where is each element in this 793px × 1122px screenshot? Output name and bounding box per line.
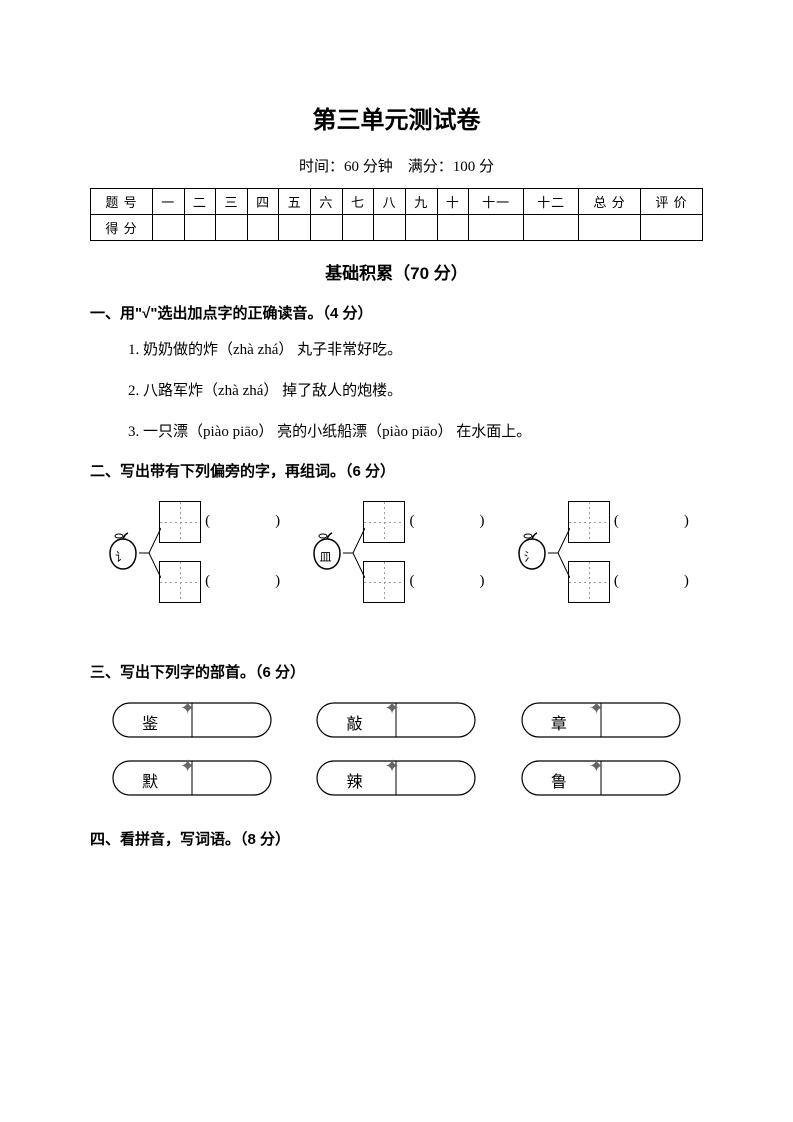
table-cell: 评 价 [641, 189, 703, 215]
radical-label: 皿 [319, 548, 331, 565]
table-cell[interactable] [641, 215, 703, 241]
branch-icon [548, 523, 570, 583]
table-cell: 七 [342, 189, 374, 215]
radical-group: 皿 ( ) ( ) [301, 501, 491, 611]
star-icon: ✦ [589, 698, 604, 719]
table-cell[interactable] [342, 215, 374, 241]
question-1-line-1: 1. 奶奶做的炸（zhà zhá） 丸子非常好吃。 [128, 337, 703, 364]
table-cell: 三 [216, 189, 248, 215]
table-cell[interactable] [184, 215, 216, 241]
table-cell[interactable] [216, 215, 248, 241]
table-cell: 一 [152, 189, 184, 215]
branch-icon [139, 523, 161, 583]
radical-label: 讠 [115, 548, 127, 565]
paren: ( [614, 513, 619, 530]
table-cell: 题 号 [91, 189, 153, 215]
q3-char: 鉴 [142, 710, 158, 734]
q3-row: 默 ✦ 辣 ✦ 鲁 ✦ [90, 758, 703, 798]
character-box[interactable] [159, 561, 201, 603]
capsule-item[interactable]: 默 ✦ [112, 758, 272, 798]
character-box[interactable] [568, 501, 610, 543]
paren: ( [409, 573, 414, 590]
table-cell[interactable] [524, 215, 579, 241]
table-cell: 十 [437, 189, 469, 215]
paren: ) [275, 513, 280, 530]
radical-label: 氵 [524, 548, 536, 565]
subtitle: 时间：60 分钟 满分：100 分 [90, 155, 703, 176]
time-label: 时间：60 分钟 [299, 159, 393, 175]
score-table: 题 号 一 二 三 四 五 六 七 八 九 十 十一 十二 总 分 评 价 得 … [90, 188, 703, 241]
table-cell[interactable] [311, 215, 343, 241]
question-3-container: 鉴 ✦ 敲 ✦ 章 ✦ 默 ✦ [90, 700, 703, 798]
question-2-title: 二、写出带有下列偏旁的字，再组词。（6 分） [90, 460, 703, 481]
capsule-item[interactable]: 章 ✦ [521, 700, 681, 740]
capsule-item[interactable]: 辣 ✦ [316, 758, 476, 798]
q3-char: 章 [551, 710, 567, 734]
table-cell: 总 分 [579, 189, 641, 215]
radical-group: 氵 ( ) ( ) [506, 501, 696, 611]
paren: ( [205, 513, 210, 530]
paren: ( [614, 573, 619, 590]
table-cell[interactable] [152, 215, 184, 241]
paren: ( [205, 573, 210, 590]
star-icon: ✦ [180, 756, 195, 777]
table-cell[interactable] [374, 215, 406, 241]
star-icon: ✦ [384, 756, 399, 777]
character-box[interactable] [363, 561, 405, 603]
table-cell[interactable] [579, 215, 641, 241]
question-1-line-2: 2. 八路军炸（zhà zhá） 掉了敌人的炮楼。 [128, 378, 703, 405]
star-icon: ✦ [180, 698, 195, 719]
page-title: 第三单元测试卷 [90, 100, 703, 135]
table-cell: 五 [279, 189, 311, 215]
character-box[interactable] [363, 501, 405, 543]
question-2-container: 讠 ( ) ( ) 皿 ( ) ( ) 氵 ( ) ( ) [90, 501, 703, 611]
paren: ) [275, 573, 280, 590]
paren: ) [479, 573, 484, 590]
paren: ) [684, 513, 689, 530]
radical-group: 讠 ( ) ( ) [97, 501, 287, 611]
capsule-item[interactable]: 敲 ✦ [316, 700, 476, 740]
question-1-title: 一、用"√"选出加点字的正确读音。（4 分） [90, 302, 703, 323]
table-row: 题 号 一 二 三 四 五 六 七 八 九 十 十一 十二 总 分 评 价 [91, 189, 703, 215]
paren: ) [479, 513, 484, 530]
q3-char: 默 [142, 768, 158, 792]
section-title: 基础积累（70 分） [90, 259, 703, 284]
paren: ( [409, 513, 414, 530]
table-cell: 二 [184, 189, 216, 215]
table-cell: 十一 [469, 189, 524, 215]
branch-icon [343, 523, 365, 583]
table-cell: 得 分 [91, 215, 153, 241]
star-icon: ✦ [384, 698, 399, 719]
table-cell: 十二 [524, 189, 579, 215]
question-4-title: 四、看拼音，写词语。（8 分） [90, 828, 703, 849]
table-cell: 四 [247, 189, 279, 215]
table-cell: 六 [311, 189, 343, 215]
table-cell[interactable] [279, 215, 311, 241]
table-cell: 八 [374, 189, 406, 215]
table-cell[interactable] [247, 215, 279, 241]
paren: ) [684, 573, 689, 590]
table-cell: 九 [405, 189, 437, 215]
capsule-item[interactable]: 鉴 ✦ [112, 700, 272, 740]
character-box[interactable] [568, 561, 610, 603]
table-row: 得 分 [91, 215, 703, 241]
q3-row: 鉴 ✦ 敲 ✦ 章 ✦ [90, 700, 703, 740]
capsule-item[interactable]: 鲁 ✦ [521, 758, 681, 798]
q3-char: 鲁 [551, 768, 567, 792]
character-box[interactable] [159, 501, 201, 543]
question-1-line-3: 3. 一只漂（piào piāo） 亮的小纸船漂（piào piāo） 在水面上… [128, 419, 703, 446]
score-label: 满分：100 分 [408, 159, 494, 175]
table-cell[interactable] [405, 215, 437, 241]
q3-char: 敲 [346, 710, 362, 734]
question-3-title: 三、写出下列字的部首。（6 分） [90, 661, 703, 682]
table-cell[interactable] [437, 215, 469, 241]
q3-char: 辣 [346, 768, 362, 792]
star-icon: ✦ [589, 756, 604, 777]
table-cell[interactable] [469, 215, 524, 241]
